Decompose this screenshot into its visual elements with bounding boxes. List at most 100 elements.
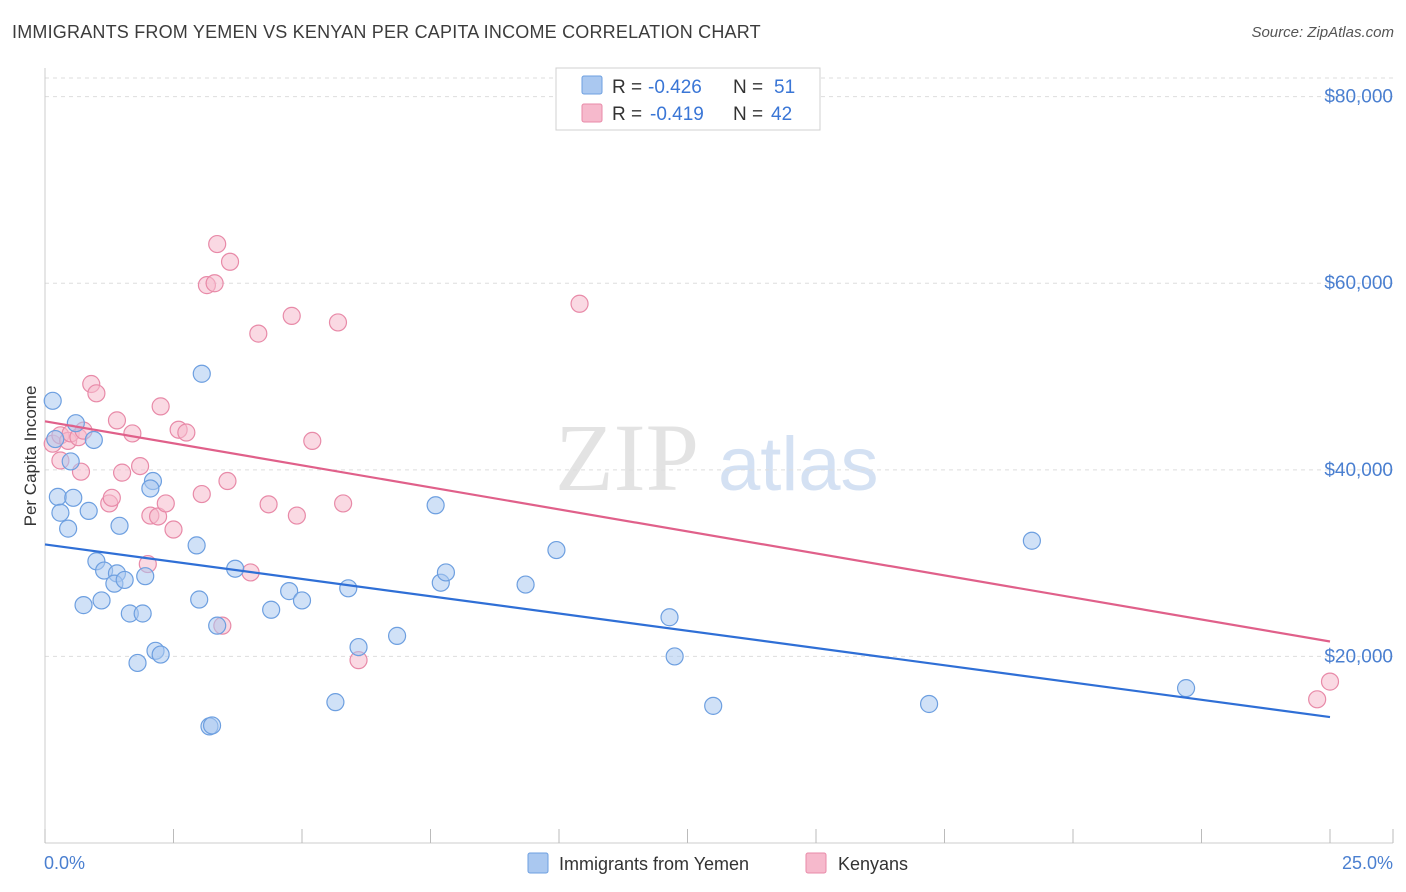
yemen-point [660, 608, 679, 627]
watermark-atlas: atlas [718, 422, 879, 507]
yemen-point [128, 653, 147, 673]
yemen-point [516, 575, 535, 594]
kenyans-point [177, 423, 196, 442]
bottom-legend-swatch-yemen [527, 852, 549, 874]
kenyans-point [328, 313, 348, 332]
yemen-point [436, 563, 456, 582]
yemen-point [66, 414, 85, 433]
bottom-legend-label-kenyans: Kenyans [838, 854, 908, 874]
yemen-point [704, 696, 723, 715]
yemen-point [919, 694, 939, 714]
yemen-point [79, 501, 98, 520]
yemen-point [292, 591, 312, 610]
kenyans-point [208, 234, 227, 254]
yemen-point [665, 647, 684, 666]
legend-n-label-blue: N = [733, 77, 763, 98]
kenyans-point [220, 252, 240, 271]
y-tick-labels: $20,000 $40,000 $60,000 $80,000 [1324, 87, 1393, 668]
kenyans-trend-line [44, 420, 1331, 643]
kenyans-point [102, 488, 121, 507]
kenyans-point [164, 520, 183, 539]
kenyans-point [218, 471, 237, 491]
yemen-point [141, 479, 160, 498]
yemen-point [339, 579, 358, 598]
kenyans-point [151, 397, 170, 416]
axes [44, 68, 1394, 844]
yemen-point [84, 430, 103, 450]
kenyans-point [112, 463, 132, 482]
yemen-point [133, 604, 152, 623]
yemen-point [136, 567, 155, 586]
yemen-point [151, 645, 170, 664]
yemen-point [426, 496, 445, 515]
yemen-point [547, 540, 566, 560]
kenyans-point [249, 324, 268, 343]
legend-r-value-pink: -0.419 [650, 104, 704, 125]
watermark: ZIP atlas [555, 404, 879, 511]
yemen-point [61, 452, 80, 471]
legend-swatch-pink [581, 103, 603, 123]
source-credit: Source: ZipAtlas.com [1251, 24, 1394, 41]
x-tick-min: 0.0% [44, 853, 85, 873]
kenyans-point [107, 411, 127, 430]
kenyans-point [287, 506, 306, 525]
y-tick-label: $40,000 [1324, 460, 1393, 481]
kenyans-point [87, 384, 106, 403]
kenyans-point [303, 431, 322, 451]
yemen-point [1022, 531, 1041, 550]
yemen-point [202, 716, 222, 735]
y-tick-label: $80,000 [1324, 87, 1393, 108]
yemen-point [43, 391, 62, 410]
yemen-point [187, 536, 206, 555]
kenyans-point [130, 456, 150, 476]
watermark-zip: ZIP [555, 404, 699, 511]
kenyans-point [282, 306, 301, 325]
kenyans-point [205, 274, 224, 293]
legend-n-value-blue: 51 [774, 77, 795, 98]
kenyans-point [1308, 690, 1327, 709]
legend-swatch-blue [581, 75, 603, 95]
yemen-point [326, 693, 345, 712]
y-tick-label: $60,000 [1324, 273, 1393, 294]
x-tick-max: 25.0% [1342, 853, 1393, 873]
yemen-point [51, 503, 70, 522]
yemen-point [262, 600, 281, 619]
yemen-point [59, 519, 78, 538]
legend-n-label-pink: N = [733, 104, 763, 125]
yemen-point [92, 591, 111, 610]
yemen-point [48, 487, 67, 506]
kenyans-point [334, 494, 353, 513]
legend-r-label-pink: R = [612, 104, 642, 125]
series-legend: Immigrants from Yemen Kenyans [527, 852, 908, 874]
yemen-point [110, 516, 129, 535]
trend-lines [44, 420, 1331, 719]
kenyans-point [192, 484, 211, 504]
yemen-point [190, 590, 209, 609]
yemen-point [74, 596, 93, 615]
y-axis-label: Per Capita Income [21, 386, 40, 527]
kenyans-point [156, 494, 175, 513]
yemen-points [43, 364, 1196, 736]
yemen-point [192, 364, 211, 383]
bottom-legend-label-yemen: Immigrants from Yemen [559, 854, 749, 874]
yemen-point [46, 429, 65, 449]
y-tick-label: $20,000 [1324, 646, 1393, 667]
kenyans-point [1320, 672, 1340, 691]
legend-r-label-blue: R = [612, 77, 642, 98]
kenyans-point [570, 294, 589, 313]
yemen-point [1176, 679, 1196, 698]
yemen-point [115, 570, 134, 590]
legend-n-value-pink: 42 [771, 104, 792, 125]
legend-r-value-blue: -0.426 [648, 77, 702, 98]
kenyans-point [123, 424, 142, 443]
yemen-point [349, 637, 368, 657]
yemen-trend-line [44, 543, 1331, 719]
chart-title: IMMIGRANTS FROM YEMEN VS KENYAN PER CAPI… [12, 22, 761, 42]
yemen-point [280, 582, 299, 601]
stats-legend: R = -0.426 N = 51 R = -0.419 N = 42 [555, 67, 821, 131]
yemen-point [64, 488, 83, 507]
yemen-point [387, 626, 407, 645]
yemen-point [208, 616, 227, 635]
kenyans-point [259, 495, 278, 514]
